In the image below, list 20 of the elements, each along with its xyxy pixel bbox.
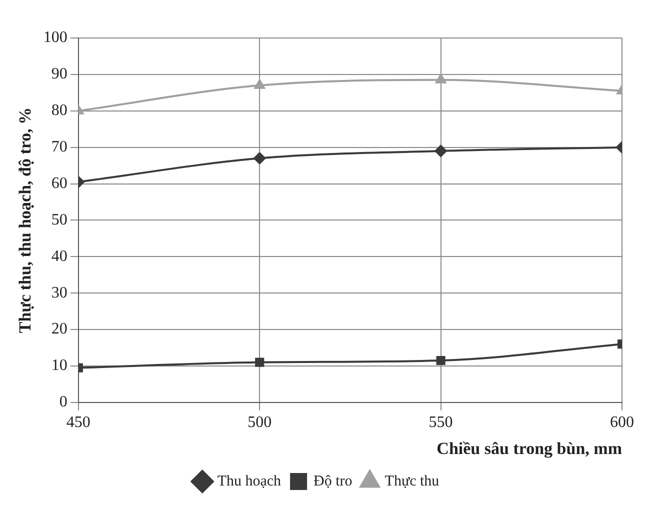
y-tick-label: 40	[51, 248, 68, 265]
x-tick-label: 450	[66, 414, 90, 432]
legend-label: Thực thu	[384, 473, 440, 490]
y-tick-label: 10	[51, 357, 68, 374]
y-tick-label: 60	[51, 174, 68, 192]
x-tick-label: 600	[610, 414, 634, 432]
y-tick-label: 90	[51, 66, 68, 83]
y-axis-title: Thực thu, thu hoạch, độ tro, %	[16, 107, 35, 334]
x-tick-label: 500	[248, 414, 272, 432]
y-tick-label: 80	[51, 102, 68, 120]
y-tick-label: 50	[51, 211, 68, 228]
legend-label: Thu hoạch	[217, 473, 282, 490]
legend-label: Độ tro	[314, 473, 352, 490]
x-tick-label: 550	[428, 414, 453, 432]
y-tick-label: 70	[51, 138, 68, 156]
y-tick-label: 0	[59, 394, 68, 411]
y-tick-label: 30	[51, 284, 68, 302]
y-tick-label: 20	[51, 320, 68, 338]
y-tick-label: 100	[43, 29, 68, 46]
x-axis-title: Chiều sâu trong bùn, mm	[436, 439, 622, 458]
